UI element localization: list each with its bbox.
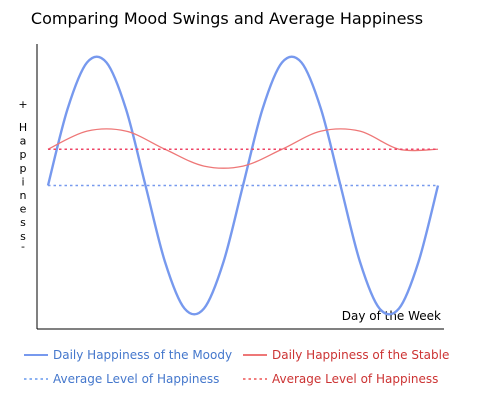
y-axis-label-letter: p xyxy=(20,148,27,161)
y-axis-label: Happiness xyxy=(19,121,27,243)
legend: Daily Happiness of the Moody Daily Happin… xyxy=(24,348,449,386)
y-axis-label-letter: p xyxy=(20,162,27,175)
legend-label: Daily Happiness of the Stable xyxy=(272,348,449,362)
y-axis-label-letter: i xyxy=(21,175,24,188)
y-axis-minus-marker: - xyxy=(21,240,25,253)
series-group xyxy=(46,55,440,316)
legend-label: Average Level of Happiness xyxy=(272,372,438,386)
chart-title: Comparing Mood Swings and Average Happin… xyxy=(31,9,423,28)
x-axis-label: Day of the Week xyxy=(342,309,441,323)
legend-label: Daily Happiness of the Moody xyxy=(53,348,232,362)
stable-series-line xyxy=(47,128,439,169)
y-axis-label-letter: H xyxy=(19,121,27,134)
y-axis-label-letter: s xyxy=(20,230,26,243)
y-axis-label-letter: s xyxy=(20,216,26,229)
y-axis-plus-marker: + xyxy=(18,98,27,111)
legend-label: Average Level of Happiness xyxy=(53,372,219,386)
y-axis-label-letter: a xyxy=(20,135,27,148)
y-axis-label-letter: e xyxy=(20,203,27,216)
y-axis-label-letter: n xyxy=(20,189,27,202)
